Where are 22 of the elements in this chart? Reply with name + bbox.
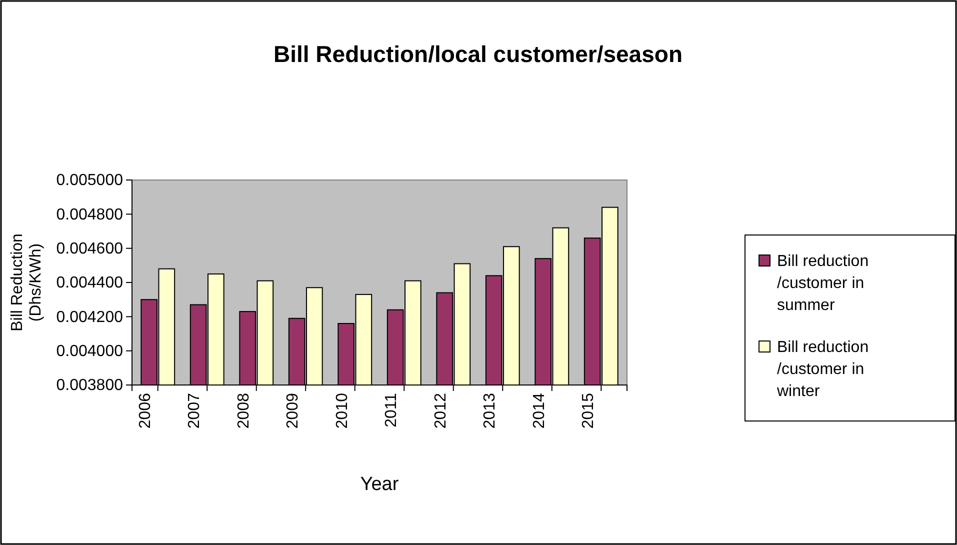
x-tick-label: 2007 — [186, 392, 204, 429]
legend-label: Bill reduction /customer in winter — [776, 339, 869, 400]
x-tick-label: 2008 — [235, 392, 252, 429]
y-axis-title: Bill Reduction (Dhs/KWh) — [9, 234, 44, 332]
x-tick-label: 2013 — [482, 392, 499, 429]
y-tick-label: 0.004000 — [56, 342, 124, 360]
x-tick-label: 2012 — [432, 392, 450, 429]
y-tick-label: 0.004400 — [56, 274, 124, 292]
legend-label: Bill reduction /customer in summer — [777, 253, 869, 314]
chart-title: Bill Reduction/local customer/season — [274, 41, 682, 67]
x-tick-label: 2010 — [334, 392, 351, 429]
x-tick-label: 2006 — [136, 392, 154, 429]
y-tick-label: 0.003800 — [56, 377, 124, 394]
y-tick-label: 0.004600 — [56, 240, 124, 258]
x-axis-title: Year — [360, 474, 400, 495]
x-tick-label: 2014 — [530, 392, 548, 429]
y-tick-label: 0.005000 — [56, 172, 124, 190]
x-tick-label: 2011 — [383, 392, 400, 428]
x-tick-label: 2009 — [284, 392, 302, 429]
y-tick-label: 0.004800 — [56, 206, 124, 224]
x-tick-label: 2015 — [580, 392, 598, 429]
y-tick-label: 0.004200 — [56, 308, 124, 326]
